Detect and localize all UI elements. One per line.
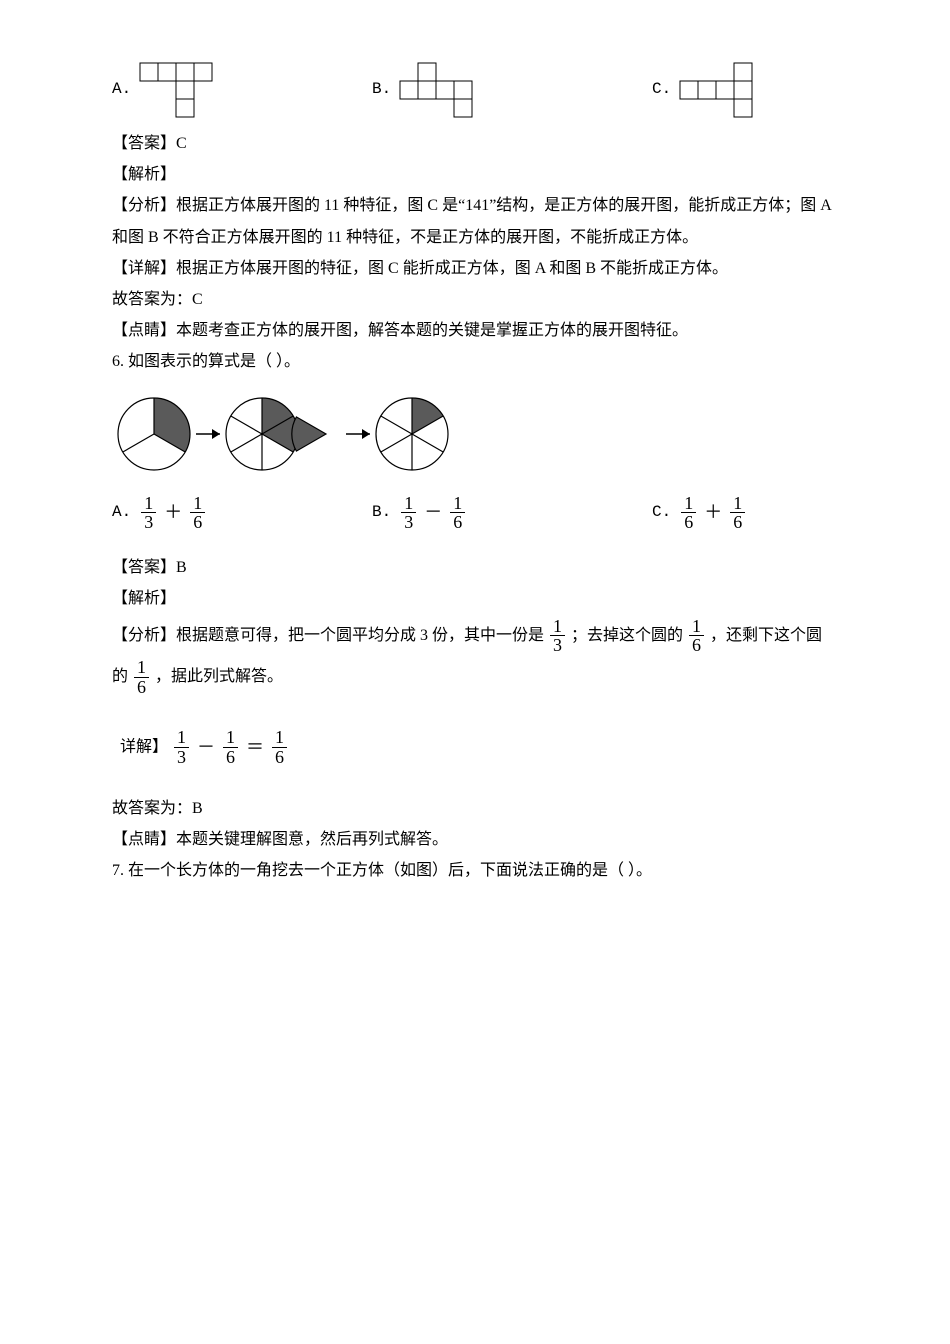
q6-dianjing-text: 本题关键理解图意，然后再列式解答。: [176, 831, 448, 848]
fraction: 16: [190, 494, 205, 533]
frac-den: 6: [730, 512, 745, 532]
net-A: [139, 62, 213, 118]
net-B: [399, 62, 473, 118]
q5-detail: 【详解】根据正方体展开图的特征，图 C 能折成正方体，图 A 和图 B 不能折成…: [112, 253, 838, 284]
fraction: 13: [174, 728, 189, 767]
q6-answer-label: 【答案】: [112, 559, 176, 576]
frac-num: 1: [450, 494, 465, 513]
frac-den: 6: [223, 747, 238, 767]
frac-den: 3: [550, 635, 565, 655]
frac-num: 1: [550, 617, 565, 636]
q5-analysis: 【分析】根据正方体展开图的 11 种特征，图 C 是“141”结构，是正方体的展…: [112, 190, 838, 252]
plus-op: ＋: [162, 495, 184, 530]
net-C: [679, 62, 753, 118]
q6-so: 故答案为：B: [112, 793, 838, 824]
q6-optA-expr: 13 ＋ 16: [139, 494, 207, 533]
frac-num: 1: [141, 494, 156, 513]
q6-options-row: A. 13 ＋ 16 B. 13 － 16 C. 16 ＋ 16: [112, 494, 838, 533]
fraction: 13: [550, 617, 565, 656]
frac-num: 1: [689, 617, 704, 636]
frac-den: 3: [401, 512, 416, 532]
frac-den: 6: [272, 747, 287, 767]
minus-op: －: [195, 726, 217, 769]
q6-analysis-pre: 根据题意可得，把一个圆平均分成 3 份，其中一份是: [176, 627, 544, 644]
fraction: 16: [134, 658, 149, 697]
frac-num: 1: [223, 728, 238, 747]
fraction: 13: [141, 494, 156, 533]
q5-analysis-label: 【分析】: [112, 197, 176, 214]
q6-dianjing-label: 【点睛】: [112, 831, 176, 848]
q6-optA-label: A.: [112, 497, 131, 528]
q6-answer: 【答案】B: [112, 552, 838, 583]
frac-den: 6: [681, 512, 696, 532]
frac-den: 6: [190, 512, 205, 532]
frac-num: 1: [730, 494, 745, 513]
q5-detail-label: 【详解】: [112, 260, 176, 277]
frac-num: 1: [272, 728, 287, 747]
q6-optB-expr: 13 － 16: [399, 494, 467, 533]
fraction: 13: [401, 494, 416, 533]
frac-num: 1: [134, 658, 149, 677]
q6-answer-val: B: [176, 559, 187, 576]
frac-den: 3: [174, 747, 189, 767]
q7-stem: 7. 在一个长方体的一角挖去一个正方体（如图）后，下面说法正确的是（ ）。: [112, 855, 838, 886]
q5-answer-val: C: [176, 135, 187, 152]
frac-den: 6: [689, 635, 704, 655]
q5-dianjing-text: 本题考查正方体的展开图，解答本题的关键是掌握正方体的展开图特征。: [176, 322, 688, 339]
frac-num: 1: [681, 494, 696, 513]
q5-dianjing-label: 【点睛】: [112, 322, 176, 339]
fraction: 16: [223, 728, 238, 767]
q5-analysis-text: 根据正方体展开图的 11 种特征，图 C 是“141”结构，是正方体的展开图，能…: [112, 197, 831, 245]
plus-op: ＋: [702, 495, 724, 530]
q5-answer-label: 【答案】: [112, 135, 176, 152]
frac-num: 1: [190, 494, 205, 513]
q6-detail-label: 详解】: [120, 738, 168, 755]
frac-num: 1: [401, 494, 416, 513]
frac-den: 6: [134, 677, 149, 697]
q6-optC-expr: 16 ＋ 16: [679, 494, 747, 533]
fraction: 16: [272, 728, 287, 767]
fraction: 16: [689, 617, 704, 656]
q5-dianjing: 【点睛】本题考查正方体的展开图，解答本题的关键是掌握正方体的展开图特征。: [112, 315, 838, 346]
q6-optC-label: C.: [652, 497, 671, 528]
q6-analysis-tail: ，据此列式解答。: [155, 668, 283, 685]
q6-parse-label: 【解析】: [112, 590, 176, 607]
q5-optC-label: C.: [652, 74, 671, 105]
q5-answer: 【答案】C: [112, 128, 838, 159]
q6-detail: 详解】 13 － 16 ＝ 16: [112, 726, 838, 769]
q5-options-row: A. B. C.: [112, 62, 838, 118]
q5-detail-text: 根据正方体展开图的特征，图 C 能折成正方体，图 A 和图 B 不能折成正方体。: [176, 260, 728, 277]
q5-optA-label: A.: [112, 74, 131, 105]
q6-dianjing: 【点睛】本题关键理解图意，然后再列式解答。: [112, 824, 838, 855]
q6-analysis: 【分析】根据题意可得，把一个圆平均分成 3 份，其中一份是 13 ；去掉这个圆的…: [112, 615, 838, 698]
q5-optB-label: B.: [372, 74, 391, 105]
fraction: 16: [681, 494, 696, 533]
fraction: 16: [450, 494, 465, 533]
q6-circles: [112, 392, 838, 476]
q5-parse: 【解析】: [112, 159, 838, 190]
fraction: 16: [730, 494, 745, 533]
frac-den: 3: [141, 512, 156, 532]
frac-den: 6: [450, 512, 465, 532]
q6-analysis-mid1: ；去掉这个圆的: [571, 627, 683, 644]
q6-parse: 【解析】: [112, 583, 838, 614]
frac-num: 1: [174, 728, 189, 747]
minus-op: －: [422, 495, 444, 530]
q6-stem: 6. 如图表示的算式是（ ）。: [112, 346, 838, 377]
q6-analysis-label: 【分析】: [112, 627, 176, 644]
q5-parse-label: 【解析】: [112, 166, 176, 183]
q6-optB-label: B.: [372, 497, 391, 528]
q5-so: 故答案为：C: [112, 284, 838, 315]
equals-op: ＝: [244, 726, 266, 769]
